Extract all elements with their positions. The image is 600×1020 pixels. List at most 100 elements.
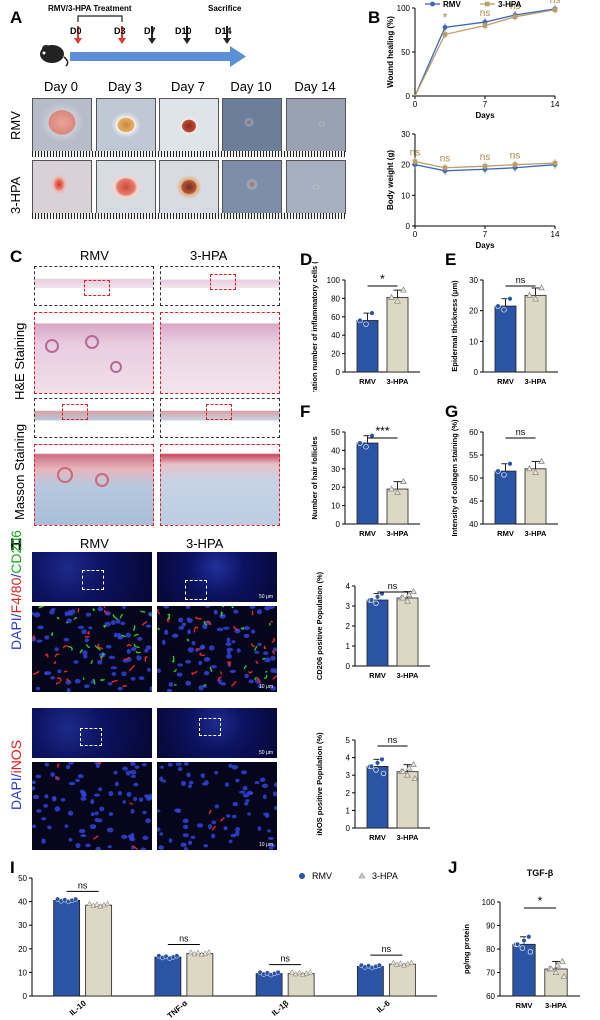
x-tick-label: RMV [359,377,376,386]
x-tick-label: 3-HPA [397,833,420,842]
nucleus [89,824,97,830]
nucleus [203,657,211,662]
bar-RMV [356,442,379,525]
x-tick-label: RMV [369,833,386,842]
y-axis-label: Wound healing (%) [386,16,395,88]
nucleus [217,678,222,685]
nucleus [211,820,217,825]
annotation-label: ns [480,152,491,163]
y-tick-label: 40 [331,446,340,455]
nucleus [98,787,103,792]
data-point [526,934,532,940]
nucleus [264,657,271,663]
nucleus [267,829,271,833]
nucleus [185,680,192,686]
y-tick-label: 0 [336,520,341,529]
cd206-signal [230,606,234,609]
f480-signal [208,809,212,815]
nucleus [168,682,174,687]
scale-bar-label-1: 50 μm [259,594,273,600]
y-tick-label: 10 [18,968,27,977]
legend-marker-3hpa [485,1,490,7]
nucleus [188,780,194,785]
y-tick-label: 55 [469,451,478,460]
nucleus [80,834,87,838]
wound-photo-3hpa-day10 [222,160,282,214]
nucleus [145,818,151,824]
masson-staining-label: Masson Staining [12,423,27,520]
nucleus [149,686,152,692]
nucleus [161,779,167,783]
f480-signal [185,606,189,608]
nucleus [183,847,188,850]
nucleus [242,793,250,798]
nucleus [224,782,230,787]
nucleus [80,796,87,801]
nucleus [208,824,213,830]
nucleus [35,774,42,779]
y-axis-label: Body weight (g) [386,150,395,210]
nucleus [50,772,55,777]
bar-3-HPA [524,294,547,373]
nucleus [129,769,137,775]
nucleus [36,639,43,643]
nucleus [161,639,166,645]
nucleus [51,796,57,802]
cd206-signal [202,683,206,687]
y-tick-label: 30 [401,130,410,139]
nucleus [44,671,52,675]
nucleus [44,762,49,767]
x-tick-label: 0 [413,230,418,239]
nucleus [130,647,137,652]
x-tick-label: 7 [483,100,488,109]
bar-RMV [494,470,517,525]
nucleus [204,780,209,786]
cd206-signal [73,617,78,620]
legend-label-3hpa: 3-HPA [498,0,522,9]
nucleus [97,659,103,665]
data-point [501,472,507,478]
col-day14: Day 14 [294,79,336,94]
nucleus [44,635,50,640]
scale-bar-label-2: 10 μm [259,684,273,690]
f480-signal [251,610,254,616]
significance-label: ns [78,880,88,890]
f480-signal [132,845,139,850]
chart-e: 0 10 20 30 RMV 3-HPA ns Epidermal thickness (μm… [450,275,558,386]
nucleus [130,808,135,814]
data-point [519,945,526,951]
nucleus [171,633,179,638]
nucleus [213,609,218,615]
nucleus [257,642,262,647]
data-point [442,165,448,171]
data-point [363,321,369,327]
f480-signal [54,653,60,658]
he-overview-rmv [34,266,154,306]
nucleus [210,665,217,669]
significance-label: ns [516,275,526,285]
significance-label: * [538,894,543,908]
y-tick-label: 20 [331,483,340,492]
nucleus [110,666,118,670]
data-point [374,594,381,600]
data-point [442,24,448,30]
treatment-label: RMV/3-HPA Treatment [48,4,132,13]
nucleus [108,655,116,660]
day-label-d10: D10 [175,26,192,36]
timeline: RMV/3-HPA Treatment Sacrifice D0 D3 D7 D… [30,2,260,72]
nucleus [226,650,231,655]
data-point [307,969,314,975]
nucleus [200,773,206,779]
y-axis-label: Number of hair follicles [310,436,319,519]
nucleus [214,770,219,775]
data-point [400,478,407,484]
f480-signal [62,645,69,649]
nucleus [176,672,183,677]
x-tick-label: 3-HPA [397,671,420,680]
data-point [552,969,560,976]
data-point [399,768,407,774]
col-h-rmv: RMV [80,536,109,551]
row-3hpa: 3-HPA [8,176,23,214]
nucleus [113,632,118,638]
he-zoom-rmv [34,312,154,394]
